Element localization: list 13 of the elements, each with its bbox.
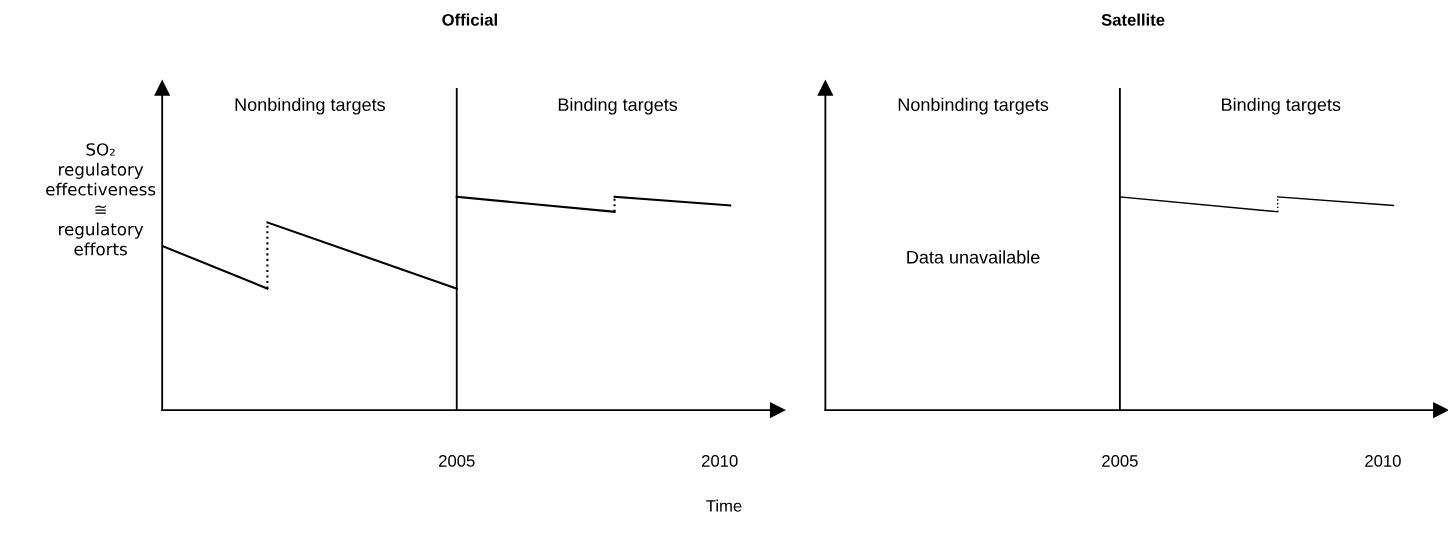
x-tick-label: 2010 (1365, 455, 1401, 467)
text: Nonbinding targets (898, 97, 1049, 115)
text: Nonbinding targets (235, 97, 386, 115)
x-tick-label: 2010 (702, 455, 738, 467)
x-tick-label: 2005 (1102, 455, 1138, 467)
y-axis-title: SO₂ regulatory effectiveness ≅ regulatory efforts (46, 143, 156, 256)
x-tick-label: 2005 (439, 455, 475, 467)
text: Binding targets (1222, 97, 1341, 115)
text: Binding targets (558, 97, 678, 115)
chart-title: Official (442, 13, 497, 26)
annotation: Data unavailable (907, 250, 1040, 264)
chart-title: Satellite (1101, 13, 1165, 26)
x-axis-title: Time (706, 499, 742, 512)
